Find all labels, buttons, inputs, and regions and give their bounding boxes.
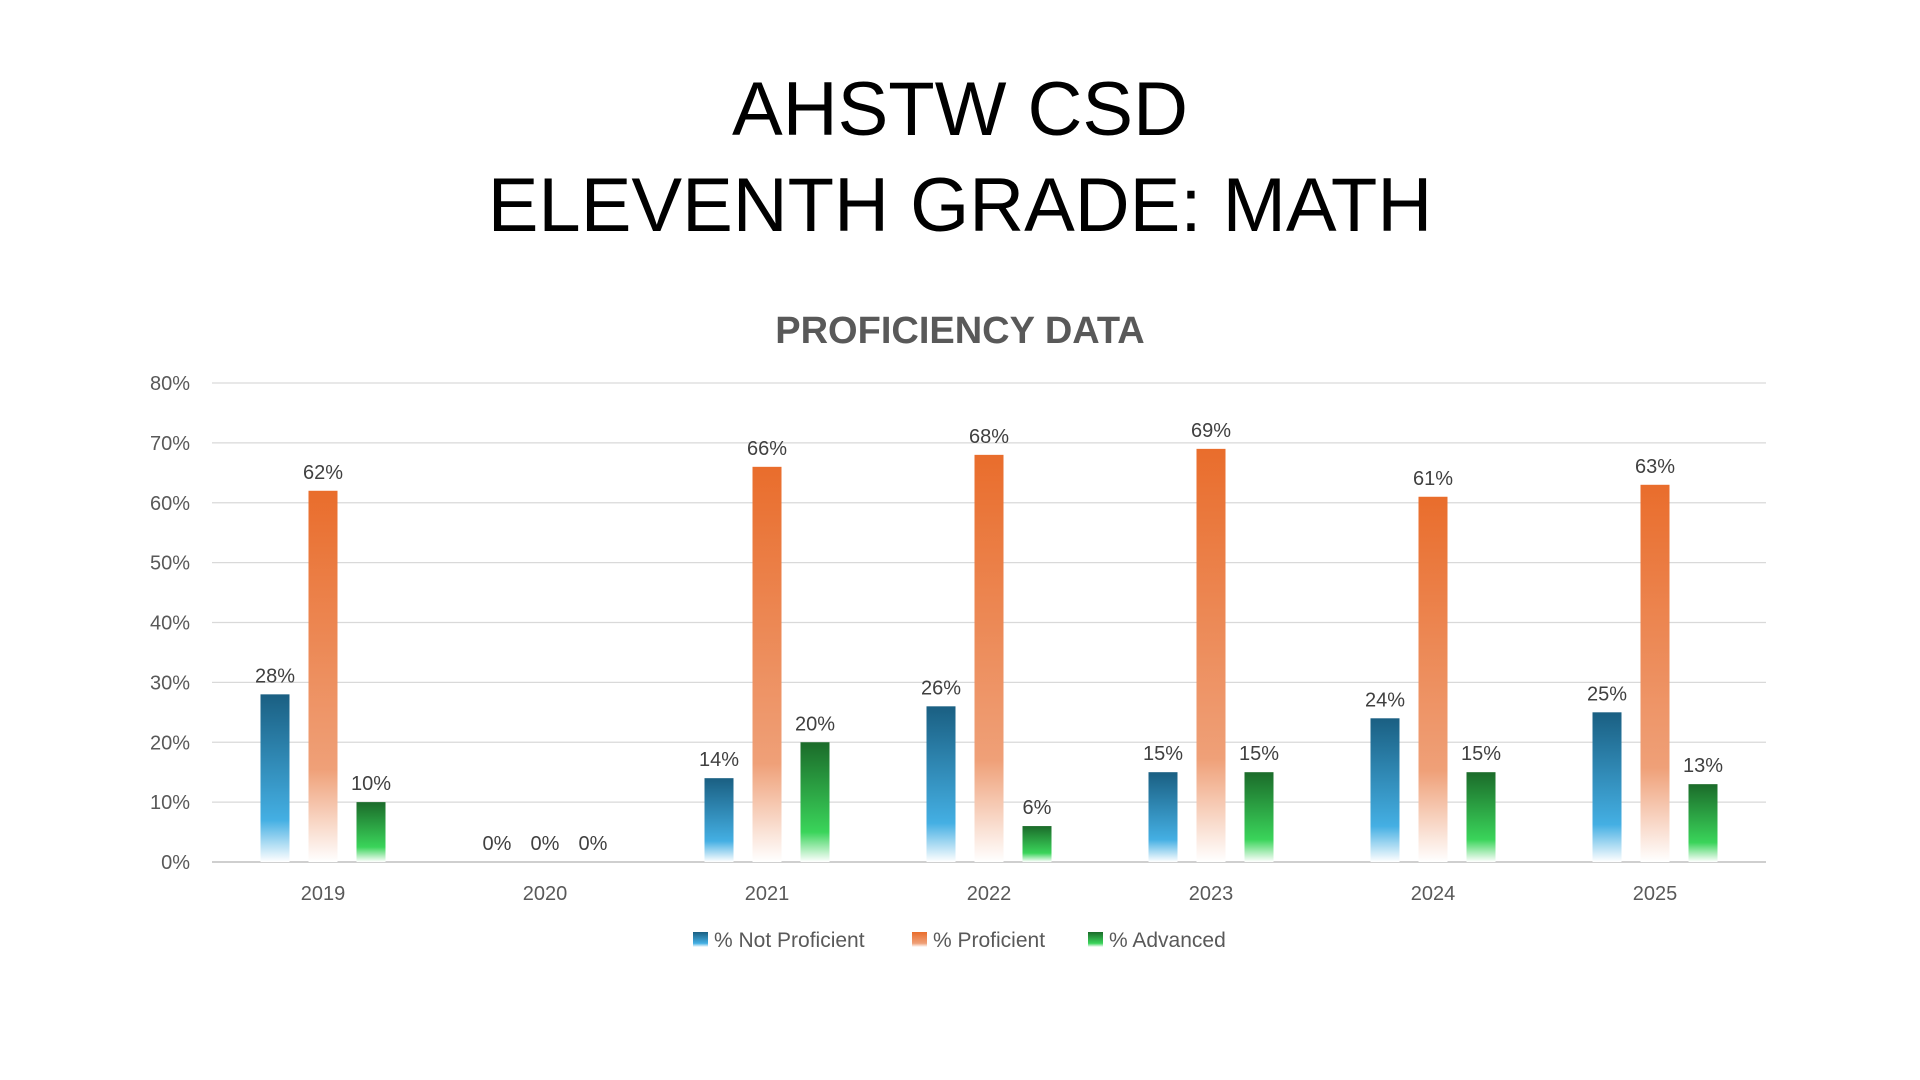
data-label: 0% — [483, 833, 512, 855]
bar — [1244, 772, 1274, 862]
y-tick-label: 20% — [150, 732, 190, 754]
y-tick-label: 30% — [150, 672, 190, 694]
x-tick-label: 2024 — [1411, 883, 1456, 905]
bars: 2019 28% 62% 10% 2020 0% 0% 0% 2021 14% 66% 20% 2022… — [255, 420, 1723, 905]
y-tick-label: 0% — [161, 852, 190, 874]
x-tick-label: 2022 — [967, 883, 1012, 905]
bar — [1418, 496, 1448, 862]
bar — [974, 454, 1004, 862]
y-tick-label: 70% — [150, 433, 190, 455]
data-label: 15% — [1239, 743, 1279, 765]
bar — [1370, 718, 1400, 862]
bar — [1466, 772, 1496, 862]
x-tick-label: 2023 — [1189, 883, 1234, 905]
data-label: 6% — [1023, 797, 1052, 819]
y-tick-label: 50% — [150, 553, 190, 575]
data-label: 20% — [795, 713, 835, 735]
data-label: 62% — [303, 462, 343, 484]
data-label: 61% — [1413, 468, 1453, 490]
bar — [260, 694, 290, 862]
page-title-line1: AHSTW CSD — [732, 67, 1188, 152]
bar — [1196, 448, 1226, 862]
bar — [926, 706, 956, 862]
y-tick-label: 40% — [150, 613, 190, 635]
bar — [1022, 826, 1052, 862]
legend: % Not Proficient % Proficient % Advanced — [693, 929, 1226, 952]
x-tick-label: 2020 — [523, 883, 568, 905]
bar — [1148, 772, 1178, 862]
legend-label: % Proficient — [933, 929, 1045, 952]
bar — [308, 490, 338, 862]
bar — [1640, 484, 1670, 862]
bar — [1592, 712, 1622, 862]
gridlines: 0% 10% 20% 30% 40% 50% 60% 70% 80% — [150, 373, 1766, 874]
data-label: 25% — [1587, 683, 1627, 705]
data-label: 66% — [747, 438, 787, 460]
data-label: 24% — [1365, 689, 1405, 711]
legend-swatch — [912, 932, 927, 947]
data-label: 15% — [1461, 743, 1501, 765]
chart-title: PROFICIENCY DATA — [775, 310, 1144, 352]
data-label: 15% — [1143, 743, 1183, 765]
data-label: 14% — [699, 749, 739, 771]
data-label: 26% — [921, 677, 961, 699]
data-label: 13% — [1683, 755, 1723, 777]
legend-label: % Not Proficient — [714, 929, 865, 952]
x-tick-label: 2025 — [1633, 883, 1678, 905]
data-label: 69% — [1191, 420, 1231, 442]
legend-label: % Advanced — [1109, 929, 1226, 952]
y-tick-label: 10% — [150, 792, 190, 814]
data-label: 0% — [579, 833, 608, 855]
bar — [800, 742, 830, 862]
data-label: 28% — [255, 665, 295, 687]
bar — [752, 466, 782, 862]
page-title-line2: ELEVENTH GRADE: MATH — [487, 163, 1433, 248]
x-tick-label: 2019 — [301, 883, 346, 905]
x-tick-label: 2021 — [745, 883, 790, 905]
bar — [704, 778, 734, 862]
data-label: 68% — [969, 426, 1009, 448]
data-label: 10% — [351, 773, 391, 795]
legend-swatch — [1088, 932, 1103, 947]
y-tick-label: 60% — [150, 493, 190, 515]
legend-swatch — [693, 932, 708, 947]
bar — [356, 802, 386, 862]
data-label: 0% — [531, 833, 560, 855]
data-label: 63% — [1635, 456, 1675, 478]
y-tick-label: 80% — [150, 373, 190, 395]
bar — [1688, 784, 1718, 862]
